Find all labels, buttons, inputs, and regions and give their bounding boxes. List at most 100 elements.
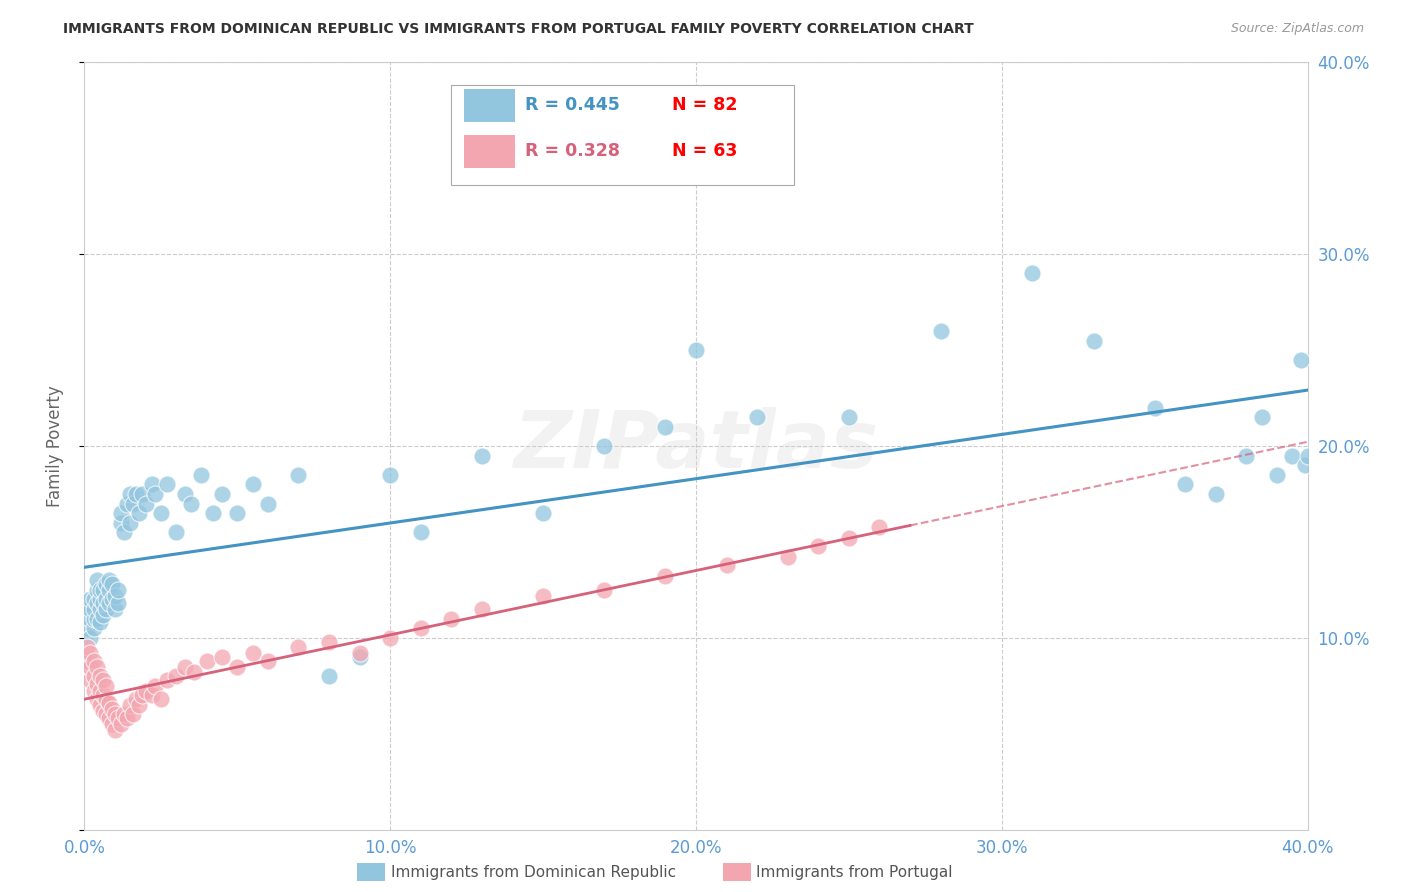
Point <box>869 519 891 533</box>
Point <box>156 477 179 491</box>
Point <box>242 477 264 491</box>
Point <box>211 487 233 501</box>
Point <box>242 646 264 660</box>
Text: R = 0.328: R = 0.328 <box>524 143 620 161</box>
Point <box>1205 487 1227 501</box>
Point <box>125 692 148 706</box>
Point <box>79 592 101 607</box>
Point <box>471 602 494 616</box>
Point <box>1236 449 1258 463</box>
Point <box>122 707 145 722</box>
Point <box>190 467 212 482</box>
Point <box>94 592 117 607</box>
Point <box>97 574 120 588</box>
Point <box>76 602 98 616</box>
Point <box>1250 410 1272 425</box>
FancyBboxPatch shape <box>464 89 515 121</box>
Point <box>1143 401 1166 415</box>
Point <box>91 596 114 610</box>
Text: Immigrants from Dominican Republic: Immigrants from Dominican Republic <box>391 865 676 880</box>
Point <box>287 467 309 482</box>
FancyBboxPatch shape <box>451 86 794 186</box>
Point <box>380 467 402 482</box>
Point <box>115 711 138 725</box>
Point <box>1281 449 1303 463</box>
Point <box>97 696 120 710</box>
Point <box>131 689 153 703</box>
Point <box>79 631 101 645</box>
Point <box>76 621 98 635</box>
Point <box>156 673 179 687</box>
Point <box>86 612 108 626</box>
Point <box>107 582 129 597</box>
Point <box>257 654 280 668</box>
Point <box>83 684 105 698</box>
Point <box>125 487 148 501</box>
Point <box>349 646 371 660</box>
Point <box>110 506 132 520</box>
Point <box>120 516 142 530</box>
Point <box>94 577 117 591</box>
Point <box>101 592 124 607</box>
Point <box>593 439 616 453</box>
Point <box>89 592 111 607</box>
Text: Source: ZipAtlas.com: Source: ZipAtlas.com <box>1230 22 1364 36</box>
Point <box>141 477 163 491</box>
Point <box>349 649 371 664</box>
Point <box>1083 334 1105 348</box>
Point <box>165 525 187 540</box>
Point <box>91 607 114 622</box>
Point <box>83 621 105 635</box>
Point <box>101 717 124 731</box>
Point <box>143 679 166 693</box>
Point <box>174 487 197 501</box>
Point <box>91 704 114 718</box>
Point <box>1294 458 1316 473</box>
Point <box>97 711 120 725</box>
Point <box>110 516 132 530</box>
Point <box>83 612 105 626</box>
Point <box>91 673 114 687</box>
Point <box>89 669 111 683</box>
Point <box>83 654 105 668</box>
Point <box>654 420 676 434</box>
Point <box>318 634 340 648</box>
Point <box>104 707 127 722</box>
Point <box>86 596 108 610</box>
Point <box>97 582 120 597</box>
Point <box>89 615 111 630</box>
Point <box>79 673 101 687</box>
Point <box>654 569 676 583</box>
Point <box>1265 467 1288 482</box>
Point <box>86 677 108 691</box>
Point <box>716 558 738 572</box>
Point <box>76 654 98 668</box>
Point <box>97 596 120 610</box>
Point <box>287 640 309 655</box>
Point <box>318 669 340 683</box>
Point <box>807 539 830 553</box>
Point <box>593 582 616 597</box>
Point <box>79 602 101 616</box>
Point <box>115 496 138 510</box>
Point <box>180 496 202 510</box>
Point <box>135 496 157 510</box>
Point <box>747 410 769 425</box>
Point <box>195 654 218 668</box>
Point <box>79 646 101 660</box>
Point <box>104 723 127 737</box>
Point <box>143 487 166 501</box>
Point <box>141 689 163 703</box>
Point <box>94 692 117 706</box>
Point <box>685 343 707 358</box>
Point <box>1021 266 1043 280</box>
Point <box>86 692 108 706</box>
Point <box>110 717 132 731</box>
Point <box>89 602 111 616</box>
Point <box>122 496 145 510</box>
Point <box>165 669 187 683</box>
Text: N = 82: N = 82 <box>672 96 737 114</box>
Point <box>86 574 108 588</box>
Point <box>380 631 402 645</box>
Point <box>94 679 117 693</box>
